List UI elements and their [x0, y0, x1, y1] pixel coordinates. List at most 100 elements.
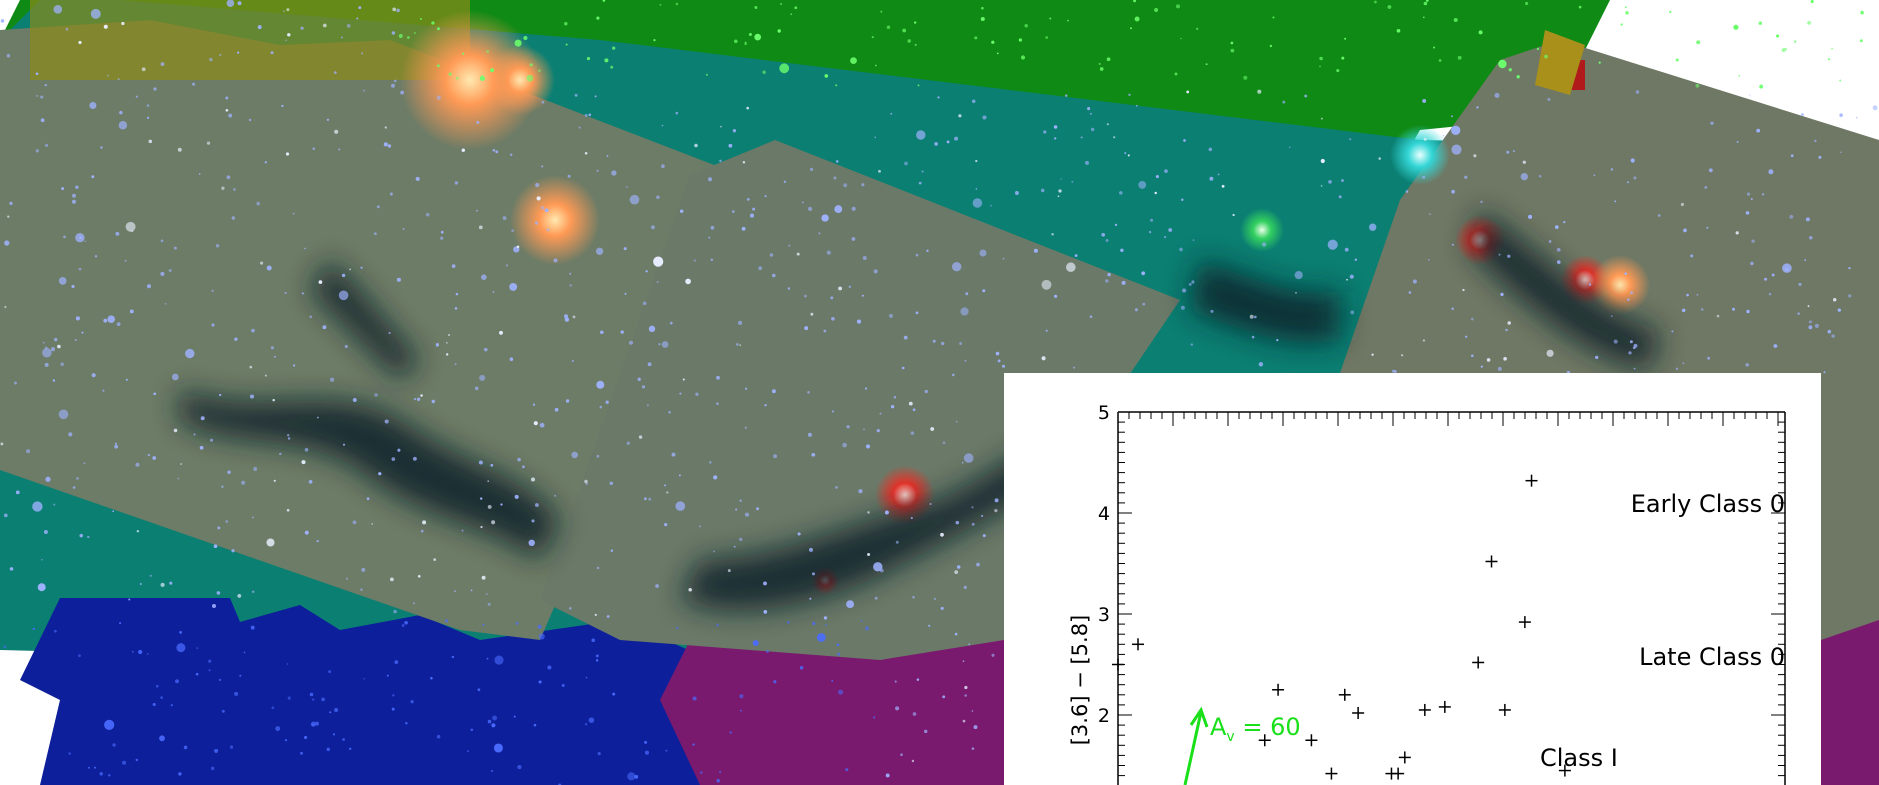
star: [541, 100, 545, 104]
star: [924, 389, 928, 394]
star: [284, 291, 287, 295]
star: [195, 672, 199, 676]
star: [32, 627, 35, 631]
star: [304, 247, 306, 250]
star: [1319, 56, 1323, 61]
star: [63, 235, 66, 239]
star: [890, 405, 895, 409]
star: [1781, 48, 1786, 52]
star: [554, 495, 556, 497]
star: [91, 175, 95, 179]
star: [1831, 334, 1835, 338]
star: [1839, 79, 1842, 82]
star: [1295, 291, 1297, 294]
star: [215, 244, 220, 248]
star: [656, 195, 660, 199]
star: [807, 432, 812, 437]
star: [523, 35, 528, 41]
star: [591, 638, 595, 643]
star: [1232, 213, 1235, 217]
star: [885, 773, 890, 778]
star: [1706, 226, 1709, 229]
star: [777, 29, 781, 33]
star: [492, 149, 496, 152]
star: [43, 530, 48, 534]
star: [260, 261, 264, 265]
star: [763, 581, 767, 586]
star: [248, 118, 252, 122]
star: [779, 63, 790, 74]
star: [541, 165, 544, 168]
star: [1814, 323, 1819, 328]
star: [487, 480, 490, 483]
star: [648, 325, 656, 333]
star: [823, 616, 828, 620]
star: [346, 577, 348, 580]
star: [0, 442, 4, 446]
av-vector-arrow: [1183, 711, 1203, 785]
star: [1497, 366, 1502, 371]
star: [863, 428, 865, 431]
star: [322, 23, 327, 28]
star: [363, 677, 366, 680]
star: [1154, 8, 1159, 12]
star: [388, 331, 391, 335]
star: [287, 696, 291, 700]
star: [764, 403, 767, 407]
star: [509, 153, 513, 156]
star: [1464, 175, 1468, 179]
star: [851, 237, 856, 241]
star: [146, 653, 149, 655]
star: [824, 623, 827, 626]
star: [1500, 292, 1504, 297]
star: [135, 95, 138, 98]
star: [1507, 321, 1511, 325]
star: [845, 768, 849, 772]
star: [119, 622, 122, 625]
star: [1683, 228, 1687, 233]
star: [762, 70, 766, 74]
star: [491, 520, 496, 525]
star: [229, 745, 234, 749]
star: [249, 365, 253, 369]
star: [710, 258, 714, 262]
star: [1053, 137, 1057, 140]
star: [397, 448, 401, 452]
star: [231, 549, 235, 553]
star: [391, 457, 396, 461]
star: [454, 181, 459, 185]
star: [804, 326, 809, 331]
star: [436, 734, 441, 739]
star: [44, 83, 47, 87]
star: [257, 25, 262, 30]
star: [942, 441, 946, 444]
star: [1451, 115, 1453, 118]
star: [90, 8, 101, 19]
star: [378, 472, 382, 476]
star: [312, 698, 315, 701]
star: [491, 769, 493, 772]
star: [102, 389, 105, 392]
star: [1327, 239, 1338, 250]
star: [584, 723, 588, 726]
star: [772, 273, 776, 278]
star: [455, 292, 459, 296]
star: [321, 697, 325, 702]
star: [1827, 329, 1832, 334]
star: [1422, 339, 1426, 342]
star: [1258, 362, 1264, 367]
star: [1033, 248, 1038, 253]
star: [625, 186, 628, 188]
star: [1040, 188, 1045, 193]
star: [1498, 59, 1507, 69]
star: [160, 239, 164, 243]
y-axis-label: [3.6] − [5.8]: [1068, 615, 1092, 746]
star: [535, 182, 540, 188]
star: [739, 499, 742, 502]
star: [529, 63, 533, 67]
star: [405, 722, 408, 725]
bright-source: [510, 175, 600, 265]
star: [1798, 282, 1802, 286]
star: [315, 721, 319, 726]
star: [451, 264, 456, 268]
